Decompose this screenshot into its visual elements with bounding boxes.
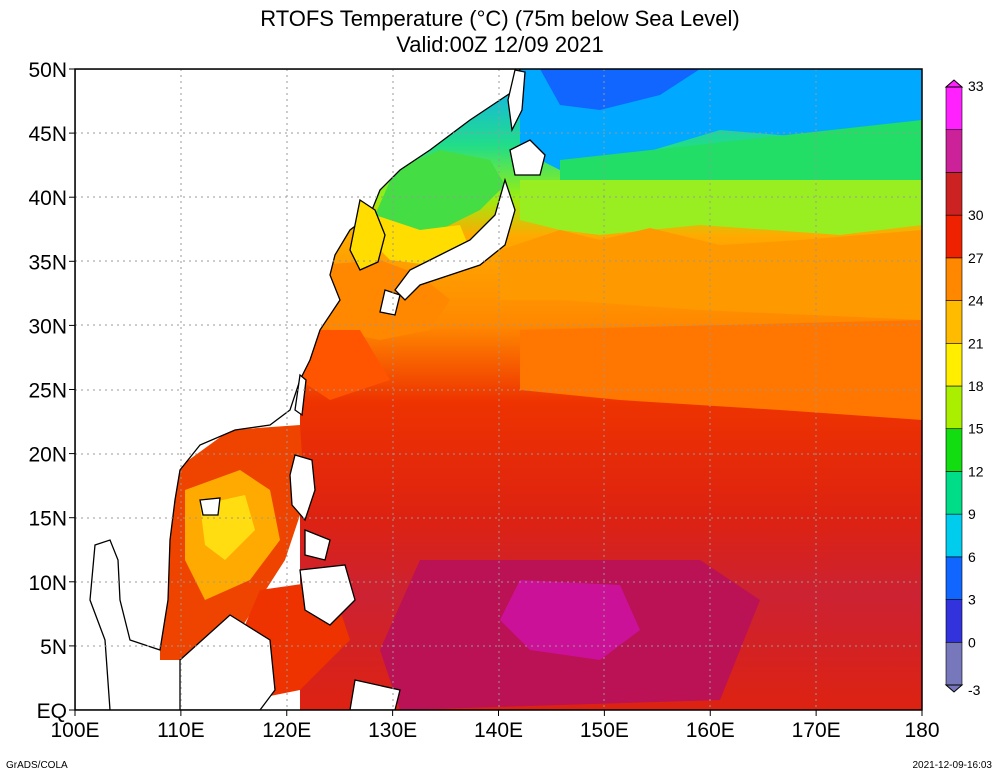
title-line-1: RTOFS Temperature (°C) (75m below Sea Le… (260, 6, 740, 31)
colorbar-swatch (945, 214, 963, 259)
footer-timestamp: 2021-12-09-16:03 (912, 760, 992, 771)
temperature-field (160, 69, 922, 710)
indonesia-islands (349, 679, 401, 710)
japan-honshu (394, 177, 516, 301)
colorbar-label: 15 (968, 421, 984, 437)
colorbar-swatch (945, 342, 963, 387)
x-tick-label: 100E (50, 719, 99, 742)
colorbar-label: 30 (968, 207, 984, 223)
asia-mainland (75, 69, 521, 710)
y-tick-label: 35N (28, 251, 67, 274)
hainan (199, 497, 221, 516)
colorbar-swatch (945, 556, 963, 600)
colorbar-label: 27 (968, 250, 984, 266)
y-tick-label: 20N (28, 444, 67, 467)
x-tick-label: 160E (686, 719, 735, 742)
colorbar-label: 18 (968, 378, 984, 394)
colorbar-label: 3 (968, 592, 976, 608)
colorbar-swatch (945, 513, 963, 558)
y-tick-label: 25N (28, 380, 67, 403)
sakhalin (507, 69, 526, 133)
colorbar-swatch (945, 385, 963, 430)
philippines-luzon (289, 454, 316, 522)
map-title: RTOFS Temperature (°C) (75m below Sea Le… (0, 6, 1000, 58)
colorbar-swatch (945, 641, 963, 686)
title-line-2: Valid:00Z 12/09 2021 (396, 32, 604, 57)
y-tick-label: 10N (28, 572, 67, 595)
y-tick-label: 40N (28, 187, 67, 210)
philippines-visayas (304, 529, 331, 561)
y-tick-label: 45N (28, 123, 67, 146)
x-tick-label: 130E (368, 719, 417, 742)
colorbar: -3 0 3 6 9 12 15 18 21 24 27 30 33 (944, 78, 984, 698)
y-axis: EQ 5N 10N 15N 20N 25N 30N 35N 40N 45N 50N (28, 59, 75, 723)
colorbar-label: 12 (968, 463, 984, 479)
colorbar-label: 0 (968, 634, 976, 650)
x-tick-label: 140E (474, 719, 523, 742)
colorbar-swatch (945, 428, 963, 472)
colorbar-bottom-arrow (944, 684, 964, 693)
japan-hokkaido (509, 139, 546, 176)
colorbar-swatch (945, 257, 963, 301)
colorbar-swatch (945, 129, 963, 173)
colorbar-swatch (945, 86, 963, 131)
philippines-mindanao (299, 564, 356, 626)
coastlines (75, 69, 546, 710)
colorbar-top-arrow (944, 79, 964, 88)
x-tick-label: 110E (157, 719, 205, 742)
korea-peninsula (349, 198, 386, 271)
colorbar-swatch (945, 172, 963, 216)
colorbar-swatch (945, 471, 963, 515)
y-tick-label: 15N (28, 508, 67, 531)
x-tick-label: 170E (792, 719, 841, 742)
gridlines (75, 69, 922, 710)
colorbar-swatch (945, 599, 963, 643)
colorbar-label: 21 (968, 335, 984, 351)
y-tick-label: 5N (40, 636, 67, 659)
y-tick-label: 50N (28, 59, 67, 82)
colorbar-label: -3 (968, 682, 981, 698)
borneo (179, 614, 276, 710)
colorbar-label: 6 (968, 549, 976, 565)
colorbar-swatch (945, 300, 963, 344)
japan-kyushu (379, 289, 401, 316)
x-tick-label: 150E (580, 719, 629, 742)
x-tick-label: 180 (904, 719, 939, 742)
x-axis: 100E 110E 120E 130E 140E 150E 160E 170E 180 (50, 710, 940, 742)
colorbar-label: 9 (968, 506, 976, 522)
taiwan (294, 373, 307, 417)
colorbar-label: 24 (968, 293, 984, 309)
y-tick-label: 30N (28, 315, 67, 338)
y-tick-label: EQ (37, 700, 67, 723)
x-tick-label: 120E (262, 719, 311, 742)
colorbar-label: 33 (968, 78, 984, 94)
footer-credit: GrADS/COLA (6, 760, 68, 771)
